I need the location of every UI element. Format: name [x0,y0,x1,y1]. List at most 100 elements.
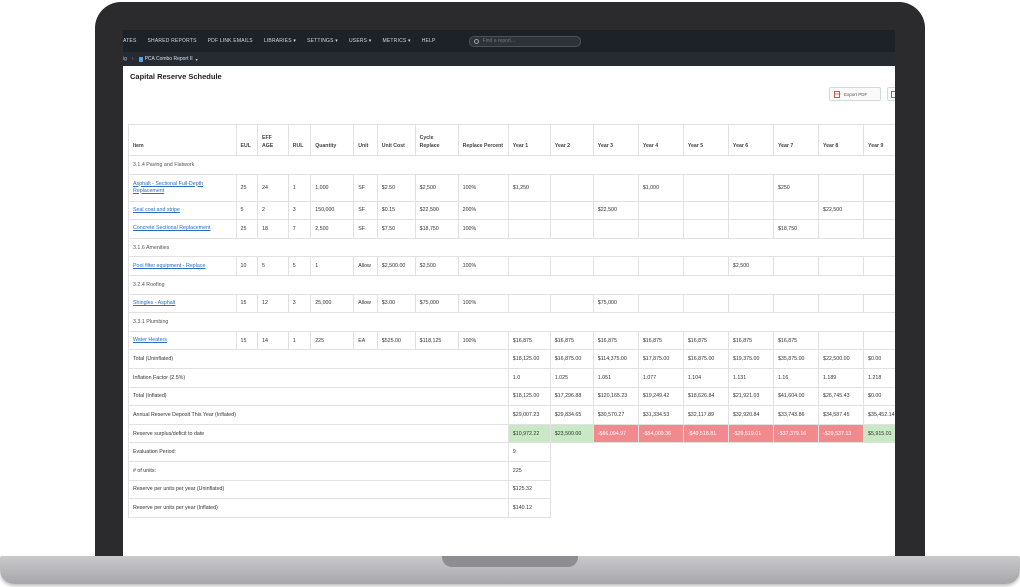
col-header-item[interactable]: Item [128,124,237,156]
empty-cell [550,499,895,518]
total-value: $31,334.53 [637,405,684,425]
table-cell [817,173,865,202]
export-excel-button[interactable] [887,87,895,101]
item-cell[interactable]: Asphalt - Sectional Full-Depth Replaceme… [128,173,237,202]
table-cell [637,256,684,276]
summary-value: 9 [507,442,551,462]
total-row: Total (Uninflated) $18,125.00 $16,875.00 $1… [128,349,895,369]
col-header-unit-cost[interactable]: Unit Cost [376,124,416,156]
table-cell [863,256,895,276]
excel-icon [891,91,895,98]
col-header-eul[interactable]: EUL [235,124,258,156]
total-value: $21,921.03 [727,386,774,407]
total-value: $0.00 [863,386,895,407]
summary-value: 225 [507,460,551,481]
table-cell: $18,750 [414,219,459,239]
total-value: $29,007.23 [507,405,551,425]
item-cell[interactable]: Shingles - Asphalt [128,293,237,314]
col-header-unit[interactable]: Unit [353,124,378,156]
item-cell[interactable]: Pool filter equipment - Replace [128,256,237,276]
nav-item-settings[interactable]: SETTINGS ▾ [307,38,338,44]
export-pdf-button[interactable]: PDF Export PDF [829,87,881,101]
col-header-year-8[interactable]: Year 8 [817,124,865,156]
col-header-replace-percent[interactable]: Replace Percent [457,124,509,156]
table-cell [772,256,820,276]
table-cell [637,219,684,239]
total-row: Inflation Factor (2.5%) 1.0 1.025 1.051 1.07… [128,367,895,388]
nav-item-help[interactable]: HELP [421,38,436,44]
chevron-down-icon[interactable]: ▾ [195,56,198,62]
summary-value: $125.32 [507,479,551,500]
table-cell [637,293,684,314]
nav-item-pdf-link-emails[interactable]: PDF LINK EMAILS [207,38,253,44]
total-value: 1.025 [549,367,594,388]
table-cell: 150,000 [310,200,355,221]
col-header-year-7[interactable]: Year 7 [772,124,820,156]
table-cell [727,200,774,221]
col-header-year-6[interactable]: Year 6 [727,124,774,156]
table-cell [549,256,594,276]
col-header-eff-age[interactable]: EFF AGE [257,124,289,156]
total-value: 1.131 [727,367,774,388]
table-cell [863,293,895,314]
item-link[interactable]: Seal coat and stripe [133,206,180,213]
empty-cell [550,480,895,499]
col-header-year-5[interactable]: Year 5 [682,124,729,156]
col-header-year-9[interactable]: Year 9 [863,124,895,156]
table-cell: 1 [310,256,355,276]
item-link[interactable]: Water Heaters [133,337,167,344]
item-link[interactable]: Concrete Sectional Replacement [133,225,211,232]
total-value: $32,920.84 [727,405,774,425]
nav-item-templates[interactable]: ATES [123,38,137,44]
nav-item-shared-reports[interactable]: SHARED REPORTS [147,38,197,44]
table-cell: $2,500 [727,256,774,276]
report-search[interactable] [468,35,581,47]
laptop-notch [442,556,578,567]
section-label: 3.2.4 Roofing [128,274,895,295]
section-label: 3.3.1 Plumbing [128,312,895,332]
col-header-year-2[interactable]: Year 2 [549,124,594,156]
col-header-quantity[interactable]: Quantity [310,124,355,156]
nav-item-users[interactable]: USERS ▾ [348,38,372,44]
table-cell [507,256,551,276]
total-value: $114,375.00 [592,349,639,369]
table-cell: 100% [457,219,509,239]
table-cell [727,219,774,239]
col-header-year-3[interactable]: Year 3 [592,124,639,156]
total-value: $35,875.00 [772,349,820,369]
col-header-cycle-replace[interactable]: Cycle Replace [414,124,459,156]
table-cell: 25,000 [310,293,355,314]
col-header-rul[interactable]: RUL [287,124,312,156]
total-value: -$29,519.01 [727,423,774,444]
table-cell: $2,500 [414,173,459,202]
item-link[interactable]: Shingles - Asphalt [133,299,176,306]
nav-item-libraries[interactable]: LIBRARIES ▾ [263,38,297,44]
total-value: $19,249.42 [637,386,684,407]
col-header-year-4[interactable]: Year 4 [637,124,684,156]
nav-item-metrics[interactable]: METRICS ▾ [382,38,411,44]
total-value: 1.104 [682,367,729,388]
table-cell: 100% [457,293,509,314]
item-link[interactable]: Asphalt - Sectional Full-Depth Replaceme… [133,180,204,194]
item-cell[interactable]: Concrete Sectional Replacement [128,219,237,239]
summary-row: Reserve per units per year (Inflated) $14… [128,498,896,518]
breadcrumb-prev[interactable]: ig [123,56,127,62]
total-value: 1.077 [637,367,684,388]
table-cell [592,219,639,239]
item-link[interactable]: Pool filter equipment - Replace [133,262,206,269]
item-cell[interactable]: Water Heaters [128,330,237,351]
table-cell: 200% [457,200,509,221]
table-cell: EA [353,330,378,351]
total-value: 1.051 [592,367,639,388]
item-cell[interactable]: Seal coat and stripe [128,200,237,221]
total-value: $18,626.84 [682,386,729,407]
section-label: 3.1.4 Paving and Flatwork [128,155,895,175]
table-cell: 1,000 [310,173,355,202]
section-label: 3.1.6 Amenities [128,237,895,258]
breadcrumb-current[interactable]: PCA Combo Report II [144,56,193,62]
col-header-year-1[interactable]: Year 1 [507,124,551,156]
table-cell [682,200,729,221]
search-input[interactable] [482,38,573,44]
summary-label: Reserve per units per year (Uninflated) [128,479,509,500]
table-cell: $250 [772,173,820,202]
